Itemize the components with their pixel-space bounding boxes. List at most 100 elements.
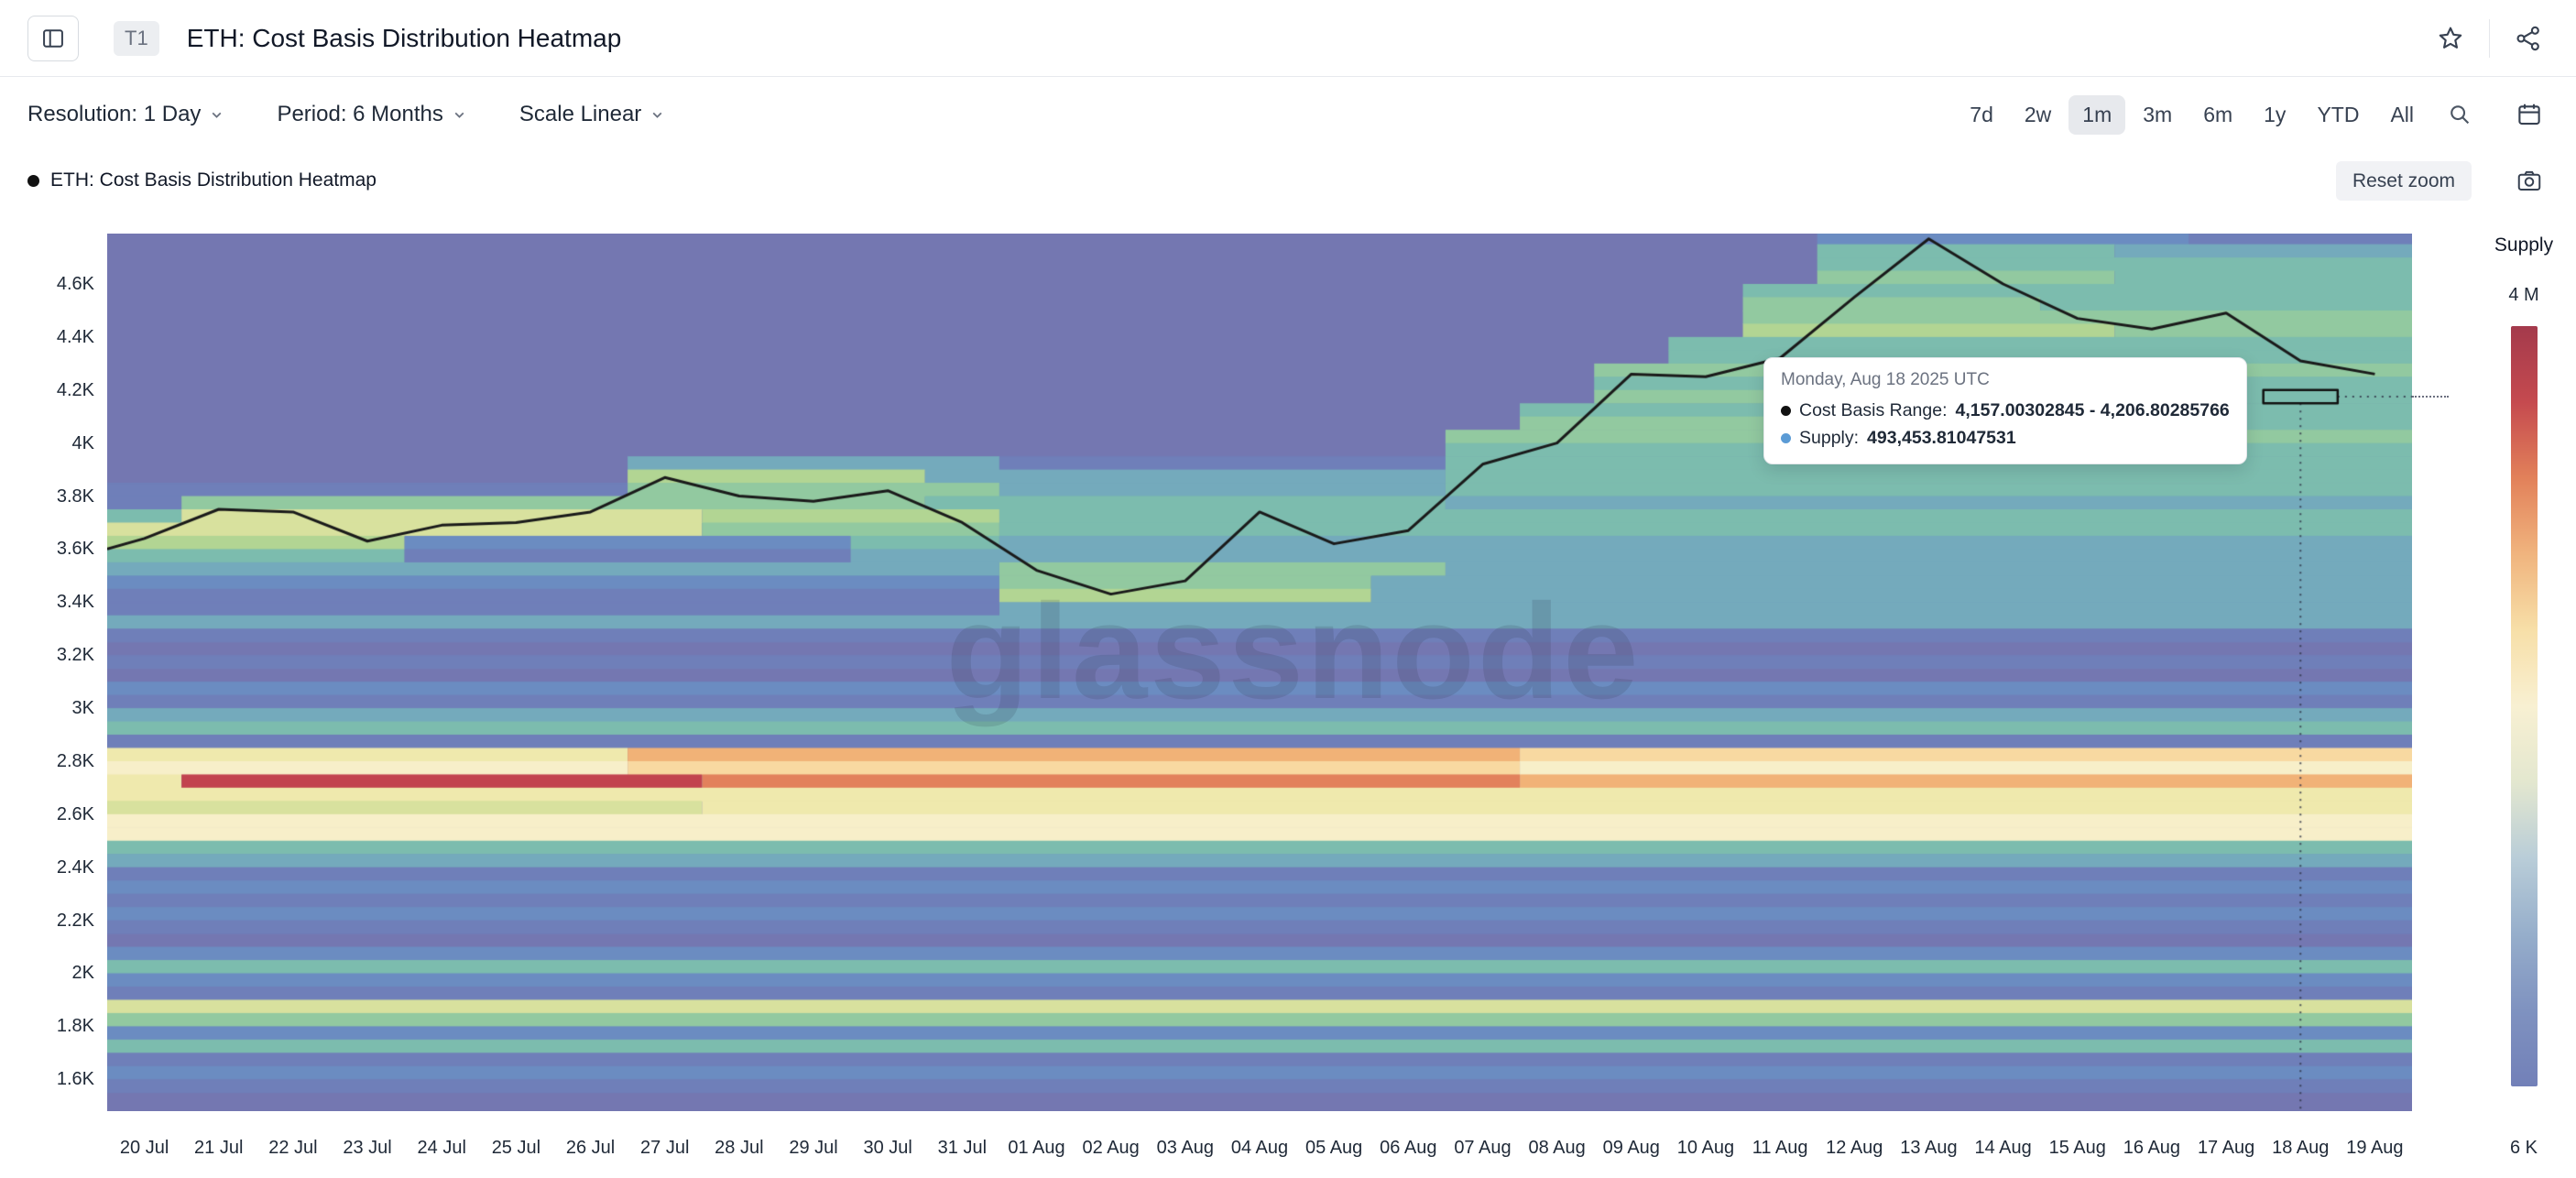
tooltip-supply-label: Supply: — [1799, 428, 1860, 449]
top-bar: T1 ETH: Cost Basis Distribution Heatmap — [0, 0, 2576, 77]
chart-controls: Resolution: 1 Day Period: 6 Months Scale… — [0, 77, 2576, 152]
y-axis-tick: 3.6K — [56, 539, 94, 560]
x-axis-tick: 06 Aug — [1380, 1138, 1437, 1158]
x-axis-tick: 03 Aug — [1156, 1138, 1214, 1158]
chart-tooltip: Monday, Aug 18 2025 UTC Cost Basis Range… — [1763, 357, 2247, 465]
range-button-1y[interactable]: 1y — [2250, 95, 2299, 135]
series-legend-dot — [27, 174, 39, 187]
x-axis-tick: 04 Aug — [1230, 1138, 1289, 1158]
calendar-icon — [2516, 101, 2543, 128]
y-axis-tick: 2.2K — [56, 910, 94, 931]
header-divider — [2489, 18, 2490, 58]
chevron-down-icon — [453, 108, 466, 122]
x-axis-tick: 05 Aug — [1305, 1138, 1363, 1158]
x-axis-tick: 21 Jul — [194, 1138, 244, 1158]
y-axis-tick: 2.4K — [56, 856, 94, 878]
x-axis-tick: 15 Aug — [2048, 1138, 2106, 1158]
supply-dot-icon — [1781, 432, 1791, 443]
range-button-1m[interactable]: 1m — [2068, 94, 2126, 135]
x-axis-tick: 08 Aug — [1528, 1138, 1586, 1158]
scale-dropdown[interactable]: Scale Linear — [519, 102, 664, 127]
colorbar-min-label: 6 K — [2509, 1138, 2538, 1158]
x-axis-tick: 27 Jul — [640, 1138, 690, 1158]
chevron-down-icon — [210, 108, 224, 122]
y-axis-tick: 3.4K — [56, 592, 94, 613]
x-axis-tick: 12 Aug — [1826, 1138, 1883, 1158]
tooltip-cost-basis-row: Cost Basis Range: 4,157.00302845 - 4,206… — [1781, 397, 2230, 424]
x-axis-tick: 18 Aug — [2272, 1138, 2330, 1158]
tooltip-cost-basis-label: Cost Basis Range: — [1799, 400, 1948, 420]
y-axis-tick: 4.2K — [56, 379, 94, 400]
y-axis-tick: 4.4K — [56, 326, 94, 347]
y-axis-tick: 2.6K — [56, 803, 94, 824]
sidebar-toggle-button[interactable] — [27, 15, 79, 61]
x-axis-tick: 24 Jul — [417, 1138, 466, 1158]
period-dropdown[interactable]: Period: 6 Months — [277, 102, 465, 127]
zoom-selection-button[interactable] — [2440, 95, 2479, 134]
y-axis-tick: 1.6K — [56, 1069, 94, 1090]
x-axis-tick: 07 Aug — [1454, 1138, 1512, 1158]
cost-basis-dot-icon — [1781, 405, 1791, 416]
x-axis-tick: 02 Aug — [1082, 1138, 1140, 1158]
tooltip-date: Monday, Aug 18 2025 UTC — [1781, 370, 1990, 389]
y-axis-tick: 3.8K — [56, 485, 94, 507]
range-button-ytd[interactable]: YTD — [2303, 95, 2373, 135]
y-axis-tick: 3K — [71, 698, 94, 719]
x-axis-tick: 22 Jul — [268, 1138, 318, 1158]
x-axis-tick: 11 Aug — [1752, 1138, 1808, 1158]
range-button-7d[interactable]: 7d — [1956, 95, 2007, 135]
sidebar-toggle-icon — [40, 26, 66, 51]
colorbar-gradient — [2511, 326, 2538, 1086]
x-axis-tick: 30 Jul — [863, 1138, 912, 1158]
y-axis-tick: 1.8K — [56, 1016, 94, 1037]
tooltip-cost-basis-value: 4,157.00302845 - 4,206.80285766 — [1955, 400, 2230, 420]
share-icon — [2514, 24, 2543, 53]
series-legend-label[interactable]: ETH: Cost Basis Distribution Heatmap — [50, 169, 377, 191]
range-button-2w[interactable]: 2w — [2011, 95, 2065, 135]
tooltip-supply-value: 493,453.81047531 — [1867, 428, 2016, 449]
x-axis-tick: 01 Aug — [1008, 1138, 1065, 1158]
star-icon — [2436, 24, 2465, 53]
y-axis-tick: 3.2K — [56, 645, 94, 666]
x-axis-tick: 31 Jul — [937, 1138, 988, 1158]
period-dropdown-label: Period: 6 Months — [277, 102, 443, 126]
range-button-3m[interactable]: 3m — [2129, 95, 2186, 135]
y-axis-tick: 2K — [71, 963, 94, 984]
y-axis-tick: 2.8K — [56, 750, 94, 771]
chevron-down-icon — [650, 108, 664, 122]
screenshot-button[interactable] — [2510, 161, 2549, 200]
reset-zoom-button[interactable]: Reset zoom — [2335, 160, 2472, 201]
x-axis-tick: 14 Aug — [1974, 1138, 2032, 1158]
x-axis-tick: 23 Jul — [343, 1138, 392, 1158]
hover-guide-extension — [2412, 396, 2449, 398]
x-axis-tick: 09 Aug — [1602, 1138, 1660, 1158]
range-button-6m[interactable]: 6m — [2189, 95, 2246, 135]
scale-dropdown-label: Scale Linear — [518, 102, 642, 126]
x-axis-tick: 10 Aug — [1676, 1138, 1735, 1158]
range-button-group: 7d 2w 1m 3m 6m 1y YTD All — [1956, 94, 2428, 135]
camera-icon — [2516, 167, 2543, 194]
x-axis-tick: 25 Jul — [491, 1138, 541, 1158]
x-axis-tick: 26 Jul — [565, 1138, 616, 1158]
x-axis-tick: 29 Jul — [789, 1138, 838, 1158]
t1-badge: T1 — [114, 20, 159, 56]
legend-row: ETH: Cost Basis Distribution Heatmap Res… — [0, 152, 2576, 209]
calendar-button[interactable] — [2510, 95, 2549, 134]
resolution-dropdown[interactable]: Resolution: 1 Day — [27, 102, 224, 127]
page-title: ETH: Cost Basis Distribution Heatmap — [186, 23, 622, 52]
colorbar-title: Supply — [2494, 235, 2554, 256]
y-axis-tick: 4.6K — [56, 273, 94, 294]
zoom-selection-icon — [2446, 101, 2473, 128]
y-axis-tick: 4K — [71, 432, 94, 453]
share-button[interactable] — [2508, 18, 2549, 59]
x-axis-tick: 16 Aug — [2123, 1138, 2181, 1158]
tooltip-supply-row: Supply: 493,453.81047531 — [1781, 424, 2230, 452]
favorite-button[interactable] — [2430, 18, 2471, 59]
colorbar-max-label: 4 M — [2508, 285, 2539, 305]
x-axis-tick: 28 Jul — [715, 1138, 764, 1158]
range-button-all[interactable]: All — [2376, 95, 2428, 135]
resolution-dropdown-label: Resolution: 1 Day — [27, 102, 202, 126]
x-axis-tick: 19 Aug — [2346, 1138, 2404, 1158]
x-axis-tick: 20 Jul — [119, 1138, 169, 1158]
